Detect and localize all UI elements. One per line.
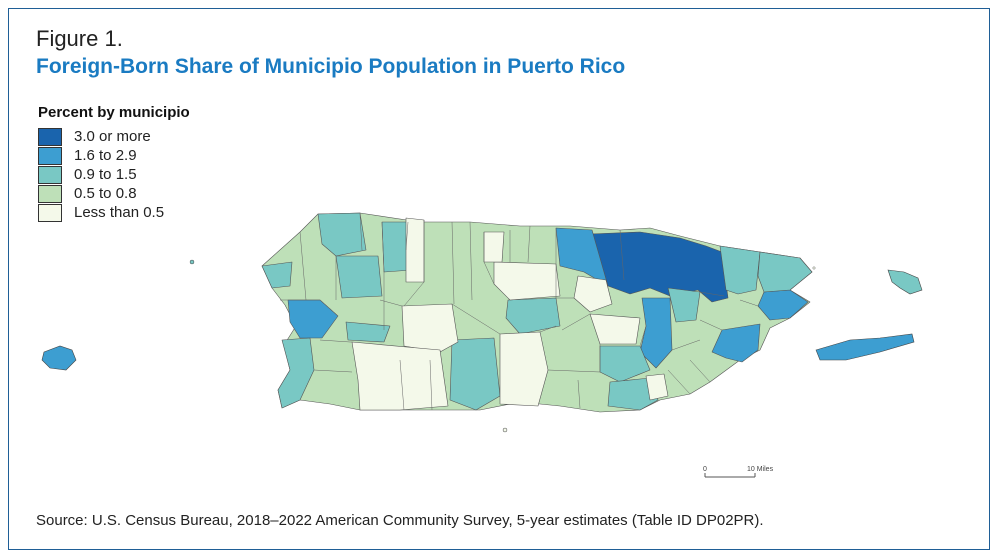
- municipio-region: [505, 297, 561, 335]
- municipio-region: [261, 261, 293, 289]
- figure-frame: [8, 8, 990, 550]
- figure-label: Figure 1.: [36, 26, 123, 51]
- municipio-region: [589, 313, 641, 345]
- legend-label: Less than 0.5: [74, 204, 165, 221]
- small-islet: [812, 266, 816, 270]
- legend-swatch: [38, 146, 62, 165]
- legend: Percent by municipio 3.0 or more 1.6 to …: [38, 104, 190, 222]
- municipio-region: [335, 255, 383, 299]
- legend-swatch: [38, 127, 62, 146]
- figure-title: Foreign-Born Share of Municipio Populati…: [36, 55, 626, 78]
- municipio-region: [573, 275, 613, 313]
- legend-label: 3.0 or more: [74, 128, 151, 145]
- legend-title: Percent by municipio: [38, 104, 190, 121]
- legend-label: 0.9 to 1.5: [74, 166, 137, 183]
- municipio-region: [483, 231, 505, 263]
- scale-bar: 0 10 Miles: [703, 466, 774, 478]
- caja-de-muertos-island: [502, 427, 508, 433]
- municipio-region: [589, 231, 729, 303]
- municipio-region: [667, 287, 701, 323]
- municipio-region: [277, 337, 315, 409]
- culebra-island: [887, 269, 923, 295]
- scale-start-label: 0: [703, 466, 707, 473]
- legend-label: 1.6 to 2.9: [74, 147, 137, 164]
- municipio-region: [405, 217, 425, 283]
- legend-item: Less than 0.5: [38, 203, 190, 222]
- scale-end-label: 10 Miles: [747, 466, 774, 473]
- municipio-region: [645, 373, 669, 401]
- municipio-region: [345, 321, 391, 343]
- municipio-region: [711, 323, 761, 363]
- legend-label: 0.5 to 0.8: [74, 185, 137, 202]
- source-note: Source: U.S. Census Bureau, 2018–2022 Am…: [36, 512, 764, 529]
- mona-island: [41, 345, 77, 371]
- legend-item: 0.5 to 0.8: [38, 184, 190, 203]
- municipio-region: [719, 245, 761, 295]
- legend-item: 0.9 to 1.5: [38, 165, 190, 184]
- legend-swatch: [38, 203, 62, 222]
- legend-item: 1.6 to 2.9: [38, 146, 190, 165]
- legend-swatch: [38, 165, 62, 184]
- legend-swatch: [38, 184, 62, 203]
- municipio-region: [449, 337, 501, 411]
- municipio-region: [607, 377, 659, 411]
- legend-item: 3.0 or more: [38, 127, 190, 146]
- municipio-region: [493, 261, 561, 301]
- municipio-region: [757, 251, 813, 293]
- vieques-island: [815, 333, 915, 361]
- municipio-boundaries: [280, 213, 759, 411]
- municipio-region: [351, 341, 449, 411]
- municipio-region: [499, 331, 549, 407]
- desecheo-island: [189, 259, 195, 265]
- municipio-region: [317, 212, 367, 257]
- municipio-region: [401, 303, 459, 353]
